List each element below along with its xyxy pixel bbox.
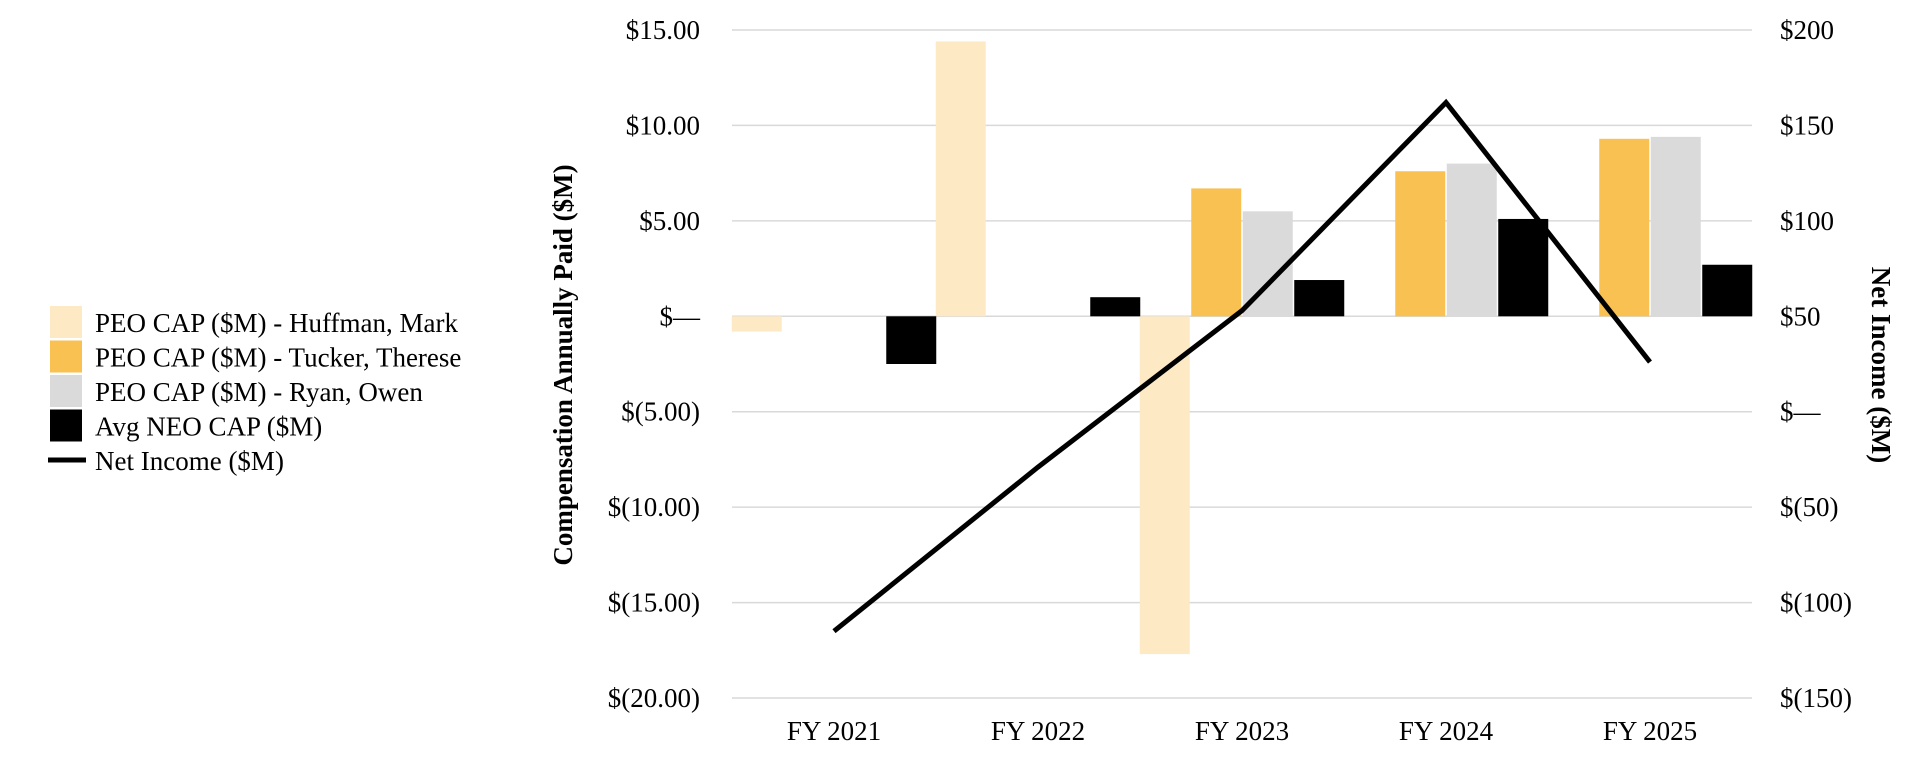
right-axis-tick-label: $200	[1780, 15, 1834, 45]
bar-peo-cap-m-tucker-therese-fy-2025	[1599, 138, 1650, 317]
bar-peo-cap-m-huffman-mark-fy-2022	[935, 41, 986, 317]
right-axis-tick-label: $150	[1780, 110, 1834, 140]
right-axis: $200 $150 $100 $50 $— $(50) $(100) $(150)	[1780, 15, 1852, 713]
bar-peo-cap-m-ryan-owen-fy-2024	[1446, 163, 1497, 317]
left-axis: $15.00 $10.00 $5.00 $— $(5.00) $(10.00) $(15.0…	[608, 15, 701, 713]
left-axis-tick-label: $(20.00)	[608, 683, 700, 713]
left-axis-tick-label: $10.00	[626, 110, 700, 140]
right-axis-tick-label: $(50)	[1780, 492, 1838, 522]
legend-label-peo-cap-m-huffman-mark: PEO CAP ($M) - Huffman, Mark	[95, 308, 458, 338]
bar-peo-cap-m-tucker-therese-fy-2024	[1395, 171, 1446, 317]
bar-avg-neo-cap-m-fy-2022	[1090, 297, 1141, 317]
right-axis-tick-label: $(100)	[1780, 588, 1852, 618]
legend-swatch-peo-cap-m-tucker-therese	[50, 340, 82, 373]
right-axis-tick-label: $(150)	[1780, 683, 1852, 713]
bar-peo-cap-m-huffman-mark-fy-2021	[731, 316, 782, 332]
bar-peo-cap-m-ryan-owen-fy-2025	[1650, 136, 1701, 317]
right-axis-tick-label: $50	[1780, 301, 1821, 331]
left-axis-title: Compensation Annually Paid ($M)	[548, 164, 578, 565]
legend-swatch-peo-cap-m-huffman-mark	[50, 306, 82, 338]
left-axis-tick-label: $(5.00)	[621, 397, 700, 427]
x-axis-category-label: FY 2023	[1195, 716, 1289, 746]
bar-avg-neo-cap-m-fy-2023	[1294, 280, 1345, 317]
bar-peo-cap-m-tucker-therese-fy-2023	[1191, 188, 1242, 317]
net-income-line-group	[832, 98, 1652, 634]
x-axis-category-label: FY 2022	[991, 716, 1085, 746]
bar-avg-neo-cap-m-fy-2025	[1702, 264, 1753, 317]
x-axis-category-label: FY 2024	[1399, 716, 1494, 746]
left-axis-tick-label: $(15.00)	[608, 588, 700, 618]
left-axis-tick-label: $15.00	[626, 15, 700, 45]
x-axis-category-label: FY 2025	[1603, 716, 1697, 746]
net-income-line	[832, 98, 1652, 634]
x-axis: FY 2021 FY 2022 FY 2023 FY 2024 FY 2025	[787, 716, 1697, 746]
legend-swatch-peo-cap-m-ryan-owen	[50, 375, 82, 407]
legend-label-peo-cap-m-ryan-owen: PEO CAP ($M) - Ryan, Owen	[95, 377, 423, 407]
legend: PEO CAP ($M) - Huffman, Mark PEO CAP ($M)…	[48, 306, 461, 476]
right-axis-title: Net Income ($M)	[1866, 267, 1896, 463]
bars	[731, 41, 1753, 655]
left-axis-tick-label: $(10.00)	[608, 492, 700, 522]
legend-label-avg-neo-cap-m: Avg NEO CAP ($M)	[95, 412, 322, 442]
right-axis-tick-label: $—	[1780, 397, 1822, 427]
legend-label-peo-cap-m-tucker-therese: PEO CAP ($M) - Tucker, Therese	[95, 343, 461, 373]
legend-swatch-avg-neo-cap-m	[50, 409, 82, 442]
bar-avg-neo-cap-m-fy-2021	[886, 316, 937, 364]
x-axis-category-label: FY 2021	[787, 716, 881, 746]
right-axis-tick-label: $100	[1780, 206, 1834, 236]
left-axis-tick-label: $—	[660, 301, 702, 331]
legend-label-net-income-m: Net Income ($M)	[95, 446, 284, 476]
bar-avg-neo-cap-m-fy-2024	[1498, 218, 1549, 317]
gridlines	[732, 29, 1752, 699]
left-axis-tick-label: $5.00	[639, 206, 700, 236]
